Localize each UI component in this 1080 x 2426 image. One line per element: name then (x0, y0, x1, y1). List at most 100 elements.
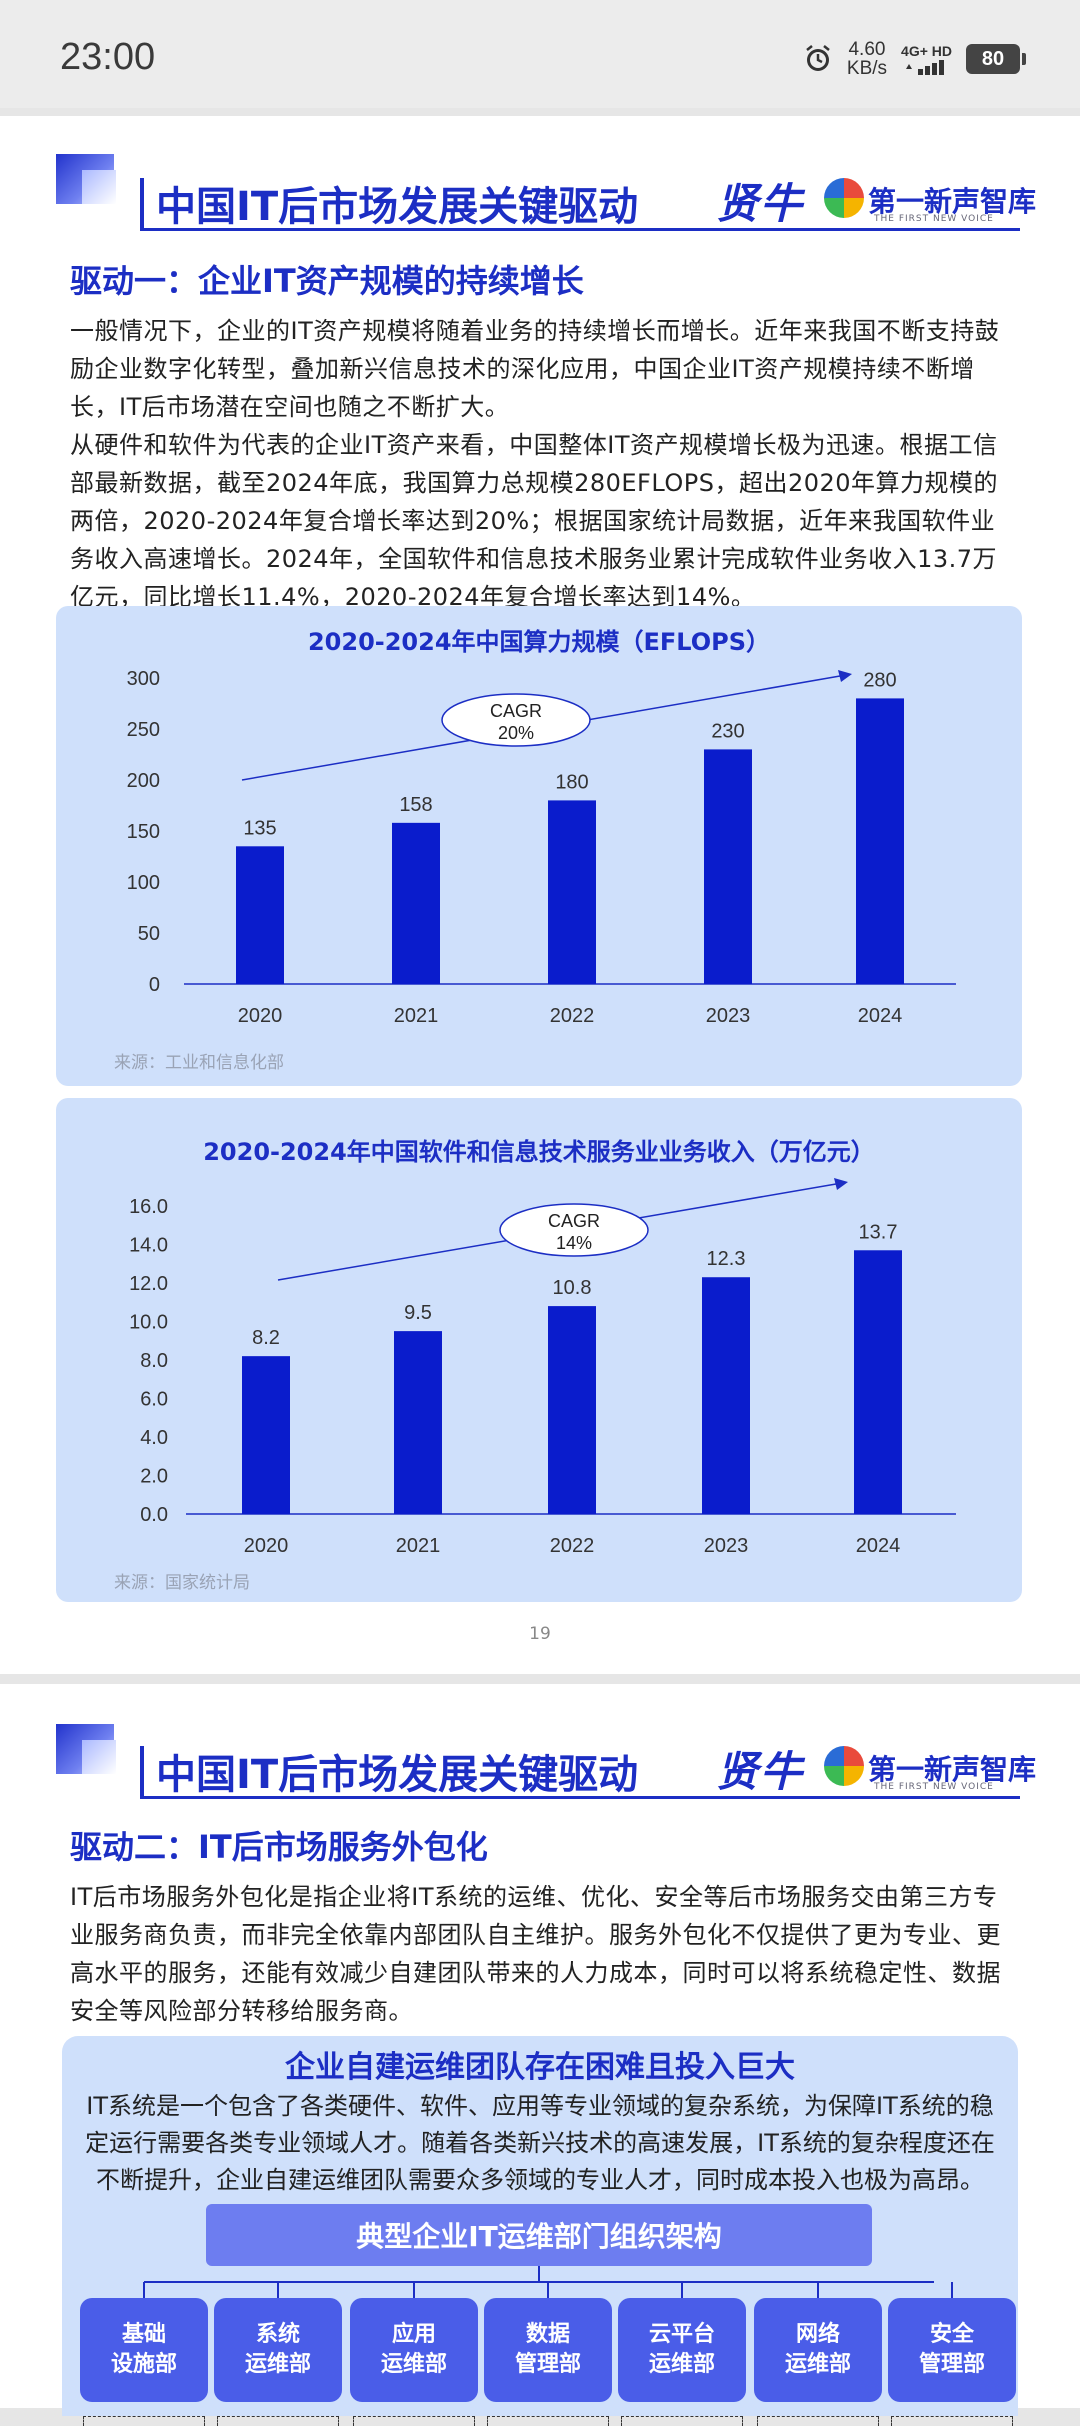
cagr-bubble (441, 693, 591, 747)
bar-value-label: 8.2 (252, 1327, 280, 1349)
bar-value-label: 230 (711, 720, 744, 742)
bar-value-label: 158 (399, 794, 432, 816)
brand-subtitle: THE FIRST NEW VOICE (874, 214, 994, 224)
org-sub-placeholder (891, 2416, 1013, 2426)
network-type: 4G+ HD (901, 43, 952, 59)
chart-panel-software: 2020-2024年中国软件和信息技术服务业业务收入（万亿元） 0.0 2.0 4.… (56, 1098, 1022, 1602)
x-tick-label: 2020 (244, 1535, 289, 1557)
y-tick-label: 10.0 (129, 1312, 168, 1334)
y-tick-label: 14.0 (129, 1235, 168, 1257)
bar-value-label: 12.3 (707, 1248, 746, 1270)
org-chart-title: 典型企业IT运维部门组织架构 (206, 2204, 872, 2266)
bar (242, 1356, 290, 1514)
bar (548, 1306, 596, 1514)
compute-chart: 0 50 100 150 200 250 300 135 2020 158 2021 180 2022 2… (127, 668, 956, 1027)
signal-indicator: 4G+ HD (901, 43, 952, 75)
x-tick-label: 2022 (550, 1005, 595, 1027)
brand-logo-xianniu: 贤牛 (716, 179, 805, 228)
brand-logo-icon (824, 178, 864, 218)
brand-subtitle: THE FIRST NEW VOICE (874, 1782, 994, 1792)
y-tick-label: 0.0 (140, 1504, 168, 1526)
header-decoration-light (82, 170, 116, 204)
cagr-value: 14% (556, 1233, 592, 1253)
info-panel-text: IT系统是一个包含了各类硬件、软件、应用等专业领域的复杂系统，为保障IT系统的稳… (85, 2092, 995, 2194)
bar (392, 822, 440, 984)
status-time: 23:00 (60, 36, 156, 78)
x-tick-label: 2023 (706, 1005, 751, 1027)
brand-logo-icon (824, 1746, 864, 1786)
y-tick-label: 12.0 (129, 1273, 168, 1295)
chart-source: 来源：国家统计局 (114, 1573, 250, 1593)
org-sub-placeholder (621, 2416, 743, 2426)
bar-value-label: 135 (243, 817, 276, 839)
page-title: 中国IT后市场发展关键驱动 (156, 1752, 639, 1798)
chart-panel-compute: 2020-2024年中国算力规模（EFLOPS） 0 50 100 150 200 250… (56, 606, 1022, 1086)
x-tick-label: 2020 (238, 1005, 283, 1027)
page-title: 中国IT后市场发展关键驱动 (156, 184, 639, 230)
y-tick-label: 50 (138, 923, 160, 945)
y-tick-label: 250 (127, 719, 160, 741)
paragraph-2: 从硬件和软件为代表的企业IT资产来看，中国整体IT资产规模增长极为迅速。根据工信… (70, 431, 999, 611)
bar (394, 1331, 442, 1514)
y-tick-label: 150 (127, 821, 160, 843)
chart-title: 2020-2024年中国软件和信息技术服务业业务收入（万亿元） (203, 1138, 875, 1166)
org-unit-box: 数据 管理部 (484, 2298, 612, 2402)
x-tick-label: 2022 (550, 1535, 595, 1557)
bar (236, 846, 284, 984)
paragraph-1: 一般情况下，企业的IT资产规模将随着业务的持续增长而增长。近年来我国不断支持鼓励… (70, 317, 1000, 421)
org-sub-placeholder (757, 2416, 879, 2426)
header-divider (140, 1746, 144, 1798)
org-unit-box: 基础 设施部 (80, 2298, 208, 2402)
y-tick-label: 200 (127, 770, 160, 792)
y-tick-label: 2.0 (140, 1466, 168, 1488)
brand-logo-xianniu: 贤牛 (716, 1747, 805, 1796)
header-rule (140, 1796, 1020, 1799)
bar-value-label: 9.5 (404, 1302, 432, 1324)
y-tick-label: 6.0 (140, 1389, 168, 1411)
speed-unit: KB/s (846, 58, 888, 79)
status-icons: 4.60 KB/s 4G+ HD 80 (803, 40, 1026, 78)
bar (704, 749, 752, 984)
signal-bars-icon (905, 60, 944, 75)
software-revenue-chart: 0.0 2.0 4.0 6.0 8.0 10.0 12.0 14.0 16.0 8.2 2020 9.… (129, 1178, 956, 1557)
header-divider (140, 178, 144, 230)
org-unit-box: 网络 运维部 (754, 2298, 882, 2402)
paragraph: IT后市场服务外包化是指企业将IT系统的运维、优化、安全等后市场服务交由第三方专… (70, 1883, 1001, 2025)
brand-name: 第一新声智库 (868, 185, 1037, 218)
cagr-label: CAGR (548, 1211, 600, 1231)
x-tick-label: 2021 (396, 1535, 441, 1557)
document-page-1: 中国IT后市场发展关键驱动 贤牛 第一新声智库 THE FIRST NEW VO… (0, 116, 1080, 1674)
y-tick-label: 8.0 (140, 1350, 168, 1372)
org-unit-box: 系统 运维部 (214, 2298, 342, 2402)
chart-source: 来源：工业和信息化部 (114, 1053, 284, 1073)
status-bar: 23:00 4.60 KB/s 4G+ HD 80 (0, 0, 1080, 108)
battery-indicator: 80 (966, 44, 1026, 74)
org-sub-placeholder (217, 2416, 339, 2426)
x-tick-label: 2024 (856, 1535, 901, 1557)
org-unit-box: 云平台 运维部 (618, 2298, 746, 2402)
y-tick-label: 16.0 (129, 1196, 168, 1218)
trend-arrow-head (834, 1178, 848, 1190)
brand-name: 第一新声智库 (868, 1753, 1037, 1786)
cagr-label: CAGR (490, 701, 542, 721)
info-panel-title: 企业自建运维团队存在困难且投入巨大 (285, 2050, 795, 2085)
bar (702, 1277, 750, 1514)
bar-value-label: 13.7 (859, 1221, 898, 1243)
section-title: 驱动一：企业IT资产规模的持续增长 (70, 262, 584, 300)
chart-title: 2020-2024年中国算力规模（EFLOPS） (307, 628, 771, 656)
bar-value-label: 280 (863, 669, 896, 691)
org-unit-box: 安全 管理部 (888, 2298, 1016, 2402)
info-panel: 企业自建运维团队存在困难且投入巨大 IT系统是一个包含了各类硬件、软件、应用等专… (62, 2036, 1018, 2426)
network-speed: 4.60 KB/s (847, 40, 887, 78)
y-tick-label: 300 (127, 668, 160, 690)
y-tick-label: 4.0 (140, 1427, 168, 1449)
org-sub-placeholder (353, 2416, 475, 2426)
alarm-icon (806, 45, 830, 71)
header-decoration-light (82, 1740, 116, 1774)
bar (854, 1250, 902, 1514)
org-sub-placeholder (487, 2416, 609, 2426)
y-tick-label: 100 (127, 872, 160, 894)
bar (856, 698, 904, 984)
bar-value-label: 10.8 (553, 1277, 592, 1299)
speed-value: 4.60 (848, 39, 886, 60)
